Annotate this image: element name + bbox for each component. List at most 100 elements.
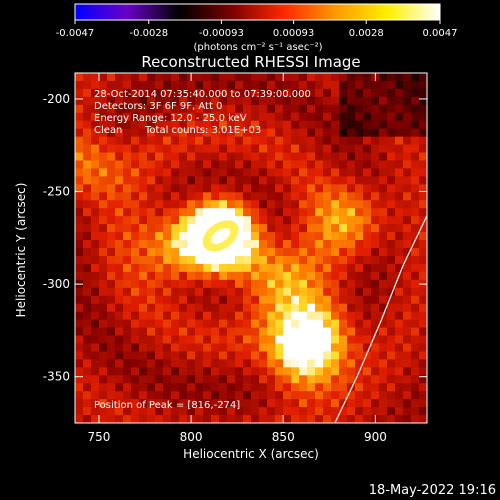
heatmap-cell <box>195 343 204 352</box>
colorbar-tick-label: -0.0047 <box>56 28 95 39</box>
heatmap-cell <box>339 367 348 376</box>
heatmap-cell <box>139 80 148 90</box>
heatmap-cell <box>139 168 148 177</box>
heatmap-cell <box>315 104 324 114</box>
heatmap-cell <box>363 255 372 265</box>
heatmap-cell <box>307 176 316 185</box>
heatmap-cell <box>363 375 372 384</box>
heatmap-cell <box>219 351 228 360</box>
heatmap-cell <box>259 80 268 90</box>
heatmap-cell <box>131 80 140 90</box>
heatmap-cell <box>187 208 196 217</box>
heatmap-cell <box>131 287 140 297</box>
heatmap-cell <box>99 240 108 249</box>
heatmap-cell <box>291 367 300 376</box>
heatmap-cell <box>139 232 148 241</box>
heatmap-cell <box>91 287 100 297</box>
heatmap-cell <box>355 224 364 233</box>
heatmap-cell <box>251 208 260 217</box>
heatmap-cell <box>275 295 284 305</box>
heatmap-cell <box>187 80 196 90</box>
heatmap-cell <box>371 112 380 122</box>
heatmap-cell <box>411 303 420 313</box>
heatmap-cell <box>299 248 308 257</box>
heatmap-cell <box>83 271 92 281</box>
heatmap-cell <box>243 303 252 313</box>
heatmap-cell <box>283 375 292 384</box>
heatmap-cell <box>275 359 284 368</box>
heatmap-cell <box>75 120 84 130</box>
heatmap-cell <box>131 96 140 106</box>
heatmap-cell <box>251 383 260 392</box>
heatmap-cell <box>211 248 220 257</box>
heatmap-cell <box>371 399 380 408</box>
heatmap-cell <box>307 208 316 217</box>
heatmap-cell <box>115 192 124 201</box>
heatmap-cell <box>299 144 308 153</box>
heatmap-cell <box>403 351 412 360</box>
heatmap-cell <box>91 327 100 336</box>
heatmap-cell <box>243 240 252 249</box>
heatmap-cell <box>387 112 396 122</box>
heatmap-cell <box>195 263 204 273</box>
heatmap-cell <box>379 88 388 98</box>
heatmap-cell <box>411 96 420 106</box>
heatmap-cell <box>115 263 124 273</box>
heatmap-cell <box>355 359 364 368</box>
heatmap-cell <box>107 287 116 297</box>
heatmap-cell <box>163 176 172 185</box>
heatmap-cell <box>115 216 124 225</box>
heatmap-cell <box>251 311 260 320</box>
heatmap-cell <box>243 88 252 98</box>
heatmap-cell <box>219 311 228 320</box>
heatmap-cell <box>107 311 116 320</box>
heatmap-cell <box>291 73 300 82</box>
heatmap-cell <box>171 73 180 82</box>
heatmap-cell <box>323 216 332 225</box>
heatmap-cell <box>123 383 132 392</box>
heatmap-cell <box>387 295 396 305</box>
heatmap-cell <box>75 73 84 82</box>
heatmap-cell <box>203 152 212 161</box>
heatmap-cell <box>355 216 364 225</box>
heatmap-cell <box>187 319 196 328</box>
heatmap-cell <box>131 399 140 408</box>
heatmap-cell <box>411 224 420 233</box>
heatmap-cell <box>387 216 396 225</box>
heatmap-cell <box>155 144 164 153</box>
heatmap-cell <box>155 96 164 106</box>
heatmap-cell <box>267 327 276 336</box>
heatmap-cell <box>347 295 356 305</box>
heatmap-cell <box>371 327 380 336</box>
heatmap-cell <box>363 407 372 416</box>
heatmap-cell <box>299 176 308 185</box>
heatmap-cell <box>155 80 164 90</box>
heatmap-cell <box>355 391 364 400</box>
heatmap-cell <box>331 112 340 122</box>
heatmap-cell <box>331 311 340 320</box>
heatmap-cell <box>211 351 220 360</box>
y-tick-label: -300 <box>43 277 70 291</box>
heatmap-cell <box>131 73 140 82</box>
heatmap-cell <box>315 168 324 177</box>
heatmap-cell <box>131 200 140 209</box>
heatmap-cell <box>299 152 308 161</box>
heatmap-cell <box>219 144 228 153</box>
heatmap-cell <box>315 359 324 368</box>
heatmap-cell <box>387 200 396 209</box>
heatmap-cell <box>355 343 364 352</box>
heatmap-cell <box>219 407 228 416</box>
heatmap-cell <box>299 112 308 122</box>
heatmap-cell <box>91 255 100 265</box>
heatmap-cell <box>267 335 276 344</box>
heatmap-cell <box>83 407 92 416</box>
heatmap-cell <box>419 295 427 305</box>
heatmap-cell <box>307 144 316 153</box>
heatmap-cell <box>75 136 84 145</box>
heatmap-cell <box>323 168 332 177</box>
heatmap-cell <box>387 88 396 98</box>
heatmap-cell <box>251 73 260 82</box>
heatmap-cell <box>139 136 148 145</box>
heatmap-cell <box>355 176 364 185</box>
heatmap-cell <box>163 104 172 114</box>
